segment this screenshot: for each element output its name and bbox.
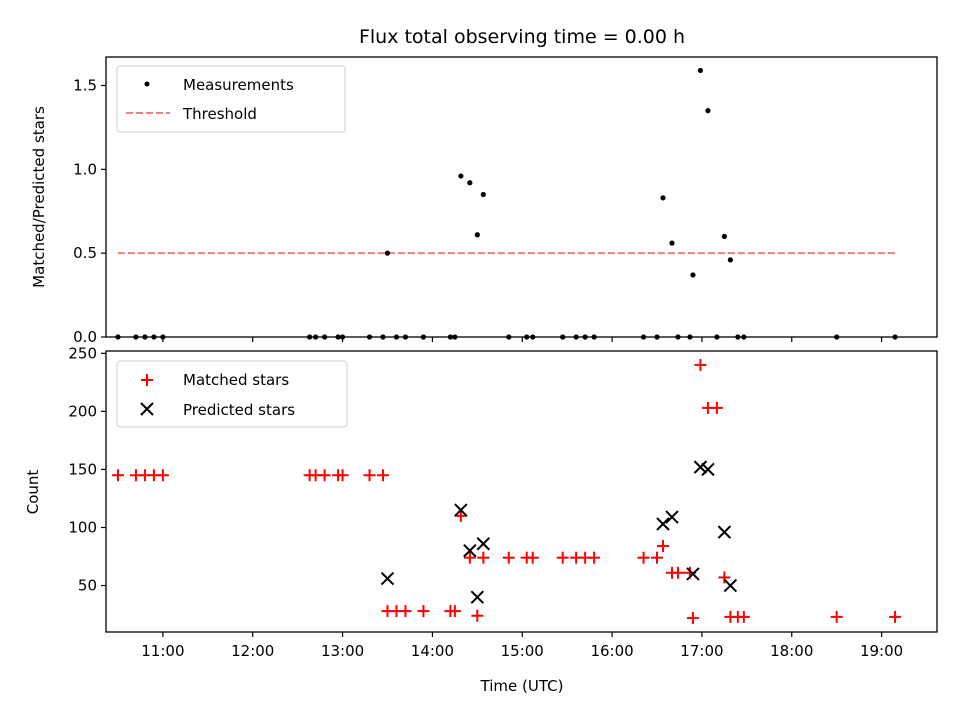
ytick-label: 50 — [78, 577, 97, 595]
chart-title: Flux total observing time = 0.00 h — [359, 26, 685, 48]
measurement-point — [727, 257, 733, 263]
ytick-label: 250 — [68, 344, 97, 362]
xtick-label: 11:00 — [141, 642, 184, 660]
xtick-label: 12:00 — [231, 642, 274, 660]
matched-star-point — [363, 469, 376, 482]
top-plot-frame — [105, 56, 938, 338]
matched-star-point — [448, 605, 461, 618]
matched-star-point — [710, 401, 723, 414]
legend-marker-matched — [141, 374, 153, 386]
predicted-star-point — [463, 544, 477, 558]
ytick-label: 1.5 — [73, 77, 97, 95]
measurement-point — [660, 195, 666, 201]
top-legend-frame — [116, 65, 346, 133]
matched-star-point — [463, 551, 476, 564]
bottom-xticks: 11:00 12:00 13:00 14:00 15:00 16:00 17:00 18:00… — [141, 632, 903, 660]
top-panel: 0.0 0.5 1.0 1.5 Matched/Predicted stars Mea… — [30, 56, 938, 346]
measurement-point — [669, 240, 675, 246]
matched-star-point — [637, 551, 650, 564]
matched-star-point — [656, 540, 669, 553]
bottom-plot-frame — [105, 350, 938, 633]
measurement-point — [705, 108, 711, 114]
legend-label-predicted: Predicted stars — [183, 401, 295, 419]
predicted-star-point — [693, 460, 708, 474]
bottom-xlabel: Time (UTC) — [480, 677, 564, 695]
measurement-point — [474, 232, 480, 238]
measurement-point — [690, 272, 696, 278]
matched-star-point — [651, 551, 664, 564]
legend-label-measurements: Measurements — [183, 76, 294, 94]
bottom-yticks: 50 100 150 200 250 — [68, 344, 106, 595]
bottom-legend-frame — [116, 360, 348, 428]
xtick-label: 18:00 — [770, 642, 813, 660]
xtick-label: 13:00 — [321, 642, 364, 660]
matched-star-point — [588, 551, 601, 564]
measurement-point — [384, 250, 391, 256]
bottom-marks — [111, 358, 902, 625]
legend-label-matched: Matched stars — [183, 371, 289, 389]
ytick-label: 200 — [68, 402, 97, 420]
predicted-star-point — [723, 578, 738, 593]
predicted-star-point — [686, 567, 700, 581]
matched-star-point — [471, 609, 484, 622]
predicted-star-point — [665, 510, 679, 524]
matched-star-point — [318, 469, 331, 482]
predicted-star-point — [470, 590, 485, 604]
matched-star-point — [454, 509, 467, 522]
predicted-star-point — [717, 525, 732, 539]
matched-star-point — [417, 605, 430, 618]
measurement-point — [480, 191, 486, 198]
matched-star-point — [686, 612, 699, 625]
ytick-label: 150 — [68, 460, 97, 478]
matched-star-point — [377, 469, 389, 482]
matched-star-point — [556, 551, 569, 564]
xtick-label: 14:00 — [411, 642, 454, 660]
ytick-label: 0.5 — [73, 244, 97, 262]
legend-label-threshold: Threshold — [182, 105, 257, 123]
predicted-star-point — [380, 571, 395, 586]
matched-star-point — [889, 610, 902, 623]
matched-star-point — [111, 469, 124, 482]
predicted-star-point — [454, 503, 468, 517]
legend-marker-predicted — [140, 402, 154, 416]
ytick-label: 0.0 — [73, 328, 97, 346]
top-yticks: 0.0 0.5 1.0 1.5 — [73, 77, 106, 346]
xtick-label: 19:00 — [860, 642, 903, 660]
matched-star-point — [671, 566, 684, 579]
matched-star-point — [399, 605, 412, 618]
matched-star-point — [502, 551, 515, 564]
predicted-star-point — [656, 517, 670, 531]
predicted-star-point — [701, 462, 715, 477]
bottom-panel: 50 100 150 200 250 11:00 12:00 13:00 14:00 15:00… — [24, 344, 938, 695]
matched-star-point — [830, 610, 843, 623]
matched-star-point — [694, 358, 707, 371]
measurement-point — [467, 180, 473, 186]
xtick-label: 16:00 — [590, 642, 633, 660]
measurement-point — [458, 173, 464, 179]
ytick-label: 100 — [68, 518, 97, 536]
matched-star-point — [336, 469, 349, 482]
legend-marker-measurements — [144, 81, 150, 87]
matched-star-point — [737, 610, 750, 623]
top-xticks — [162, 337, 883, 342]
matched-star-point — [718, 571, 731, 584]
bottom-ylabel: Count — [24, 470, 42, 515]
matched-star-point — [477, 551, 490, 564]
measurement-point — [697, 67, 704, 74]
ytick-label: 1.0 — [73, 160, 97, 178]
matched-star-point — [526, 551, 539, 564]
top-legend: Measurements Threshold — [116, 65, 346, 133]
bottom-legend: Matched stars Predicted stars — [116, 360, 348, 428]
xtick-label: 17:00 — [680, 642, 723, 660]
top-ylabel: Matched/Predicted stars — [30, 106, 48, 288]
predicted-star-point — [476, 537, 491, 551]
matched-star-point — [156, 469, 169, 482]
measurement-point — [721, 233, 727, 240]
xtick-label: 15:00 — [501, 642, 544, 660]
